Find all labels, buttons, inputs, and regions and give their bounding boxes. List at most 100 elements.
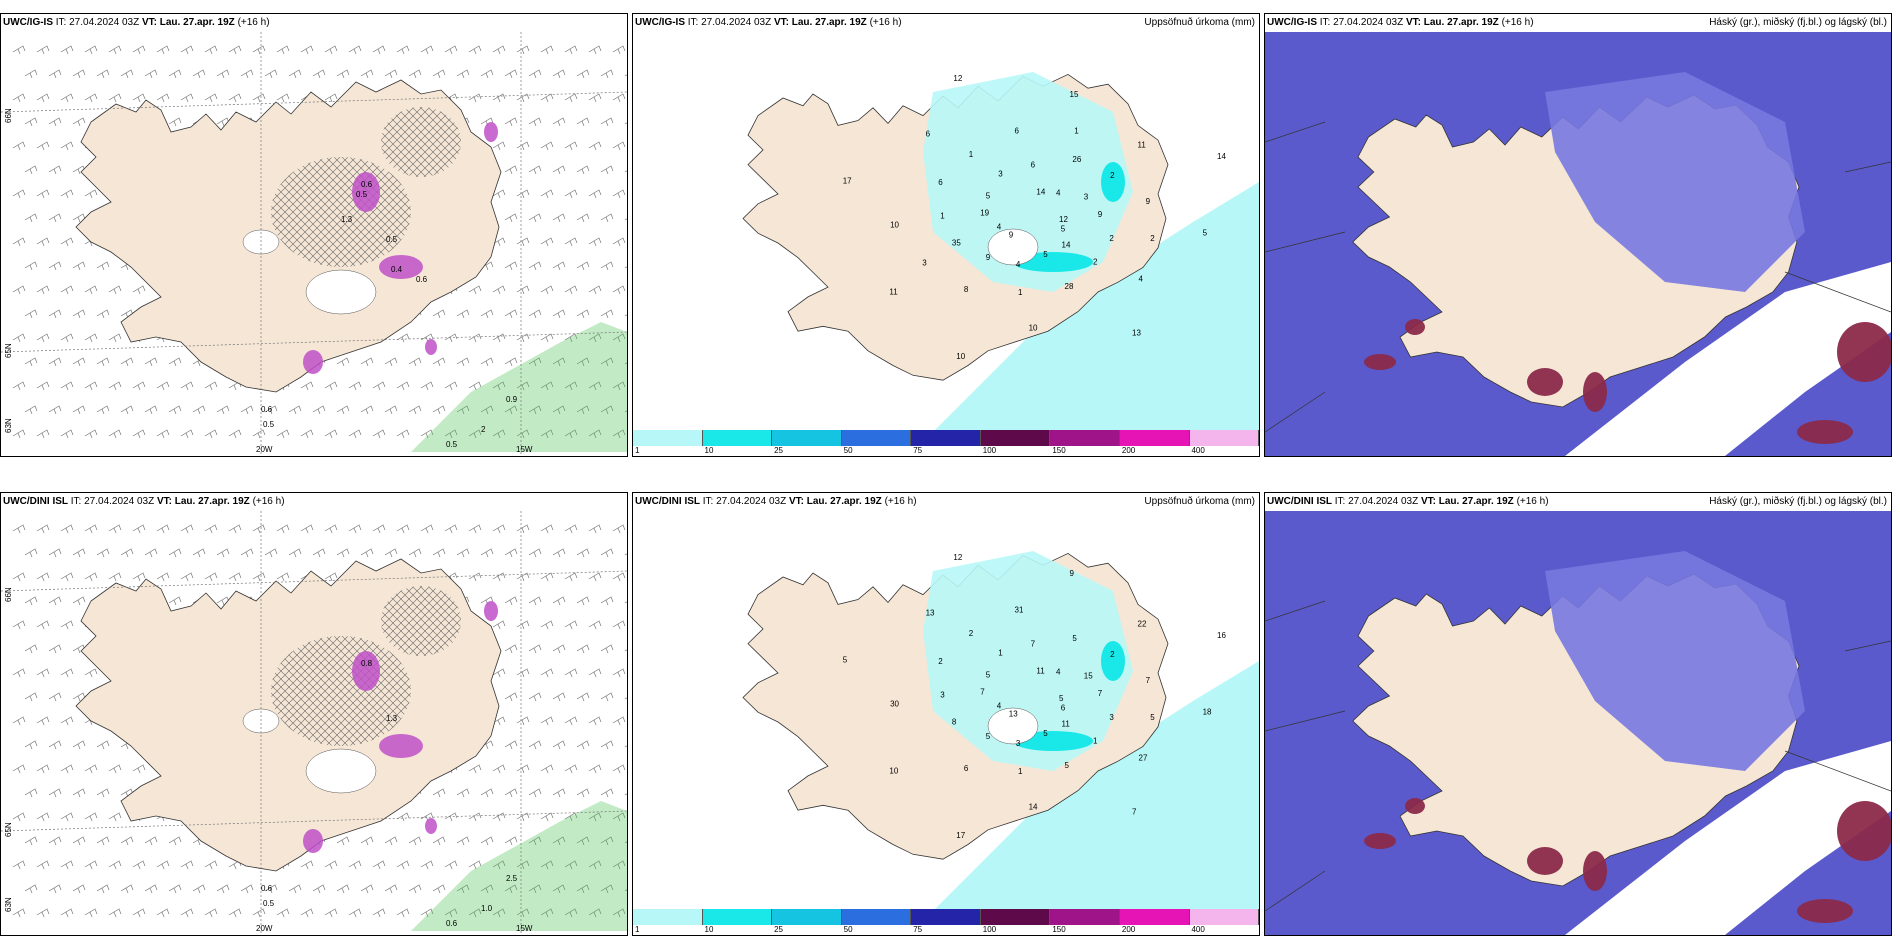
precip-sea-area [933, 182, 1259, 432]
precip-value: 9 [1009, 230, 1014, 239]
legend-tick: 1 [635, 925, 640, 934]
precip-value: 5 [1043, 250, 1048, 259]
panel-title: Háský (gr.), miðský (fj.bl.) og lágský (… [1709, 17, 1887, 28]
precip-value: 4 [1056, 668, 1061, 677]
precip-value: 11 [889, 287, 898, 296]
clear-sky-area [1565, 262, 1891, 456]
panel-title: Uppsöfnuð úrkoma (mm) [1144, 17, 1255, 28]
wind-value: 0.5 [356, 190, 368, 199]
wind-value: 2.5 [506, 874, 518, 883]
precip-value: 1 [969, 150, 974, 159]
precip-value: 2 [1110, 650, 1115, 659]
legend-tick: 50 [843, 925, 853, 934]
precip-value: 4 [997, 701, 1002, 710]
precip-value: 12 [1059, 215, 1068, 224]
lat-label: 65N [4, 343, 13, 358]
lat-label: 63N [4, 897, 13, 912]
precip-value: 28 [1065, 282, 1074, 291]
legend-swatch [633, 909, 703, 925]
precip-blob [352, 172, 380, 212]
precip-area-mid [1101, 162, 1125, 202]
precip-area-light [923, 72, 1133, 292]
wind-value: 0.6 [416, 275, 428, 284]
panel-header: UWC/IG-IS IT: 27.04.2024 03Z VT: Lau. 27… [1267, 15, 1887, 31]
panel-header: UWC/IG-IS IT: 27.04.2024 03Z VT: Lau. 27… [635, 15, 1255, 31]
precip-blob [425, 818, 437, 834]
legend-swatch [841, 430, 912, 446]
wind-value: 0.8 [361, 659, 373, 668]
precip-value: 2 [938, 657, 943, 666]
wind-value: 0.6 [261, 405, 273, 414]
cloud-high-area [1527, 847, 1563, 875]
precip-value: 12 [953, 553, 962, 562]
cloud-high-area [1583, 372, 1607, 412]
cloud-map [1265, 511, 1891, 935]
precip-value: 10 [1029, 324, 1038, 333]
legend-tick: 200 [1121, 446, 1136, 455]
lat-label: 63N [4, 418, 13, 433]
precip-value: 6 [1015, 126, 1020, 135]
legend-swatch [1050, 430, 1120, 446]
legend-tick: 150 [1052, 446, 1066, 455]
legend-tick: 75 [913, 446, 923, 455]
cloud-high-area [1837, 801, 1891, 861]
precip-value: 14 [1217, 152, 1226, 161]
lat-label: 66N [4, 587, 13, 602]
precip-value: 30 [890, 700, 899, 709]
precip-value: 2 [1109, 234, 1114, 243]
cloud-panel-row2: UWC/DINI ISL IT: 27.04.2024 03Z VT: Lau.… [1264, 492, 1892, 936]
precip-value: 9 [1146, 197, 1151, 206]
precip-panel-row2: UWC/DINI ISL IT: 27.04.2024 03Z VT: Lau.… [632, 492, 1260, 936]
precip-value: 2 [969, 629, 974, 638]
wind-panel-row2: UWC/DINI ISL IT: 27.04.2024 03Z VT: Lau.… [0, 492, 628, 936]
legend-swatch [772, 909, 842, 925]
precip-value: 17 [843, 176, 852, 185]
legend-swatch [702, 430, 773, 446]
precip-value: 1 [940, 211, 945, 220]
hatched-area [271, 157, 411, 267]
precip-value: 11 [1138, 141, 1147, 150]
precip-legend: 1 10 25 50 75 100 150 200 400 [633, 430, 1259, 456]
legend-swatch [633, 430, 703, 446]
legend-swatch [911, 909, 981, 925]
wind-value: 1.3 [386, 714, 398, 723]
precip-value: 4 [997, 222, 1002, 231]
panel-header: UWC/IG-IS IT: 27.04.2024 03Z VT: Lau. 27… [3, 17, 270, 28]
precip-value: 6 [938, 178, 943, 187]
legend-swatch [911, 430, 981, 446]
cloud-high-area [1364, 354, 1396, 370]
wind-value: 1.3 [341, 215, 353, 224]
precip-value: 10 [889, 766, 898, 775]
precip-value: 1 [1018, 767, 1023, 776]
panel-header: UWC/DINI ISL IT: 27.04.2024 03Z VT: Lau.… [635, 494, 1255, 510]
precip-value: 10 [890, 221, 899, 230]
precip-value: 7 [1031, 639, 1036, 648]
legend-tick: 10 [704, 446, 714, 455]
wind-value: 0.6 [361, 180, 373, 189]
hatched-area [271, 636, 411, 746]
precip-value: 1 [998, 649, 1003, 658]
precip-value: 13 [1132, 328, 1141, 337]
precip-value: 5 [1072, 634, 1077, 643]
legend-tick: 200 [1121, 925, 1136, 934]
precip-value: 3 [922, 258, 927, 267]
legend-swatch [980, 430, 1051, 446]
precip-value: 3 [1084, 192, 1089, 201]
precip-blob [379, 255, 423, 279]
precip-value: 13 [926, 608, 935, 617]
cloud-high-area [1797, 899, 1853, 923]
wind-value: 0.6 [261, 884, 273, 893]
legend-tick: 1 [635, 446, 640, 455]
precip-value: 16 [1217, 631, 1226, 640]
legend-tick: 75 [913, 925, 923, 934]
lat-label: 65N [4, 822, 13, 837]
legend-swatch [1050, 909, 1120, 925]
precip-value: 3 [940, 690, 945, 699]
legend-swatch [1189, 430, 1259, 446]
precip-value: 6 [964, 764, 969, 773]
lon-label: 20W [256, 924, 273, 933]
precip-legend: 1 10 25 50 75 100 150 200 400 [633, 909, 1259, 935]
precip-blob [352, 651, 380, 691]
precip-value: 27 [1139, 754, 1148, 763]
precip-area-light [923, 551, 1133, 771]
